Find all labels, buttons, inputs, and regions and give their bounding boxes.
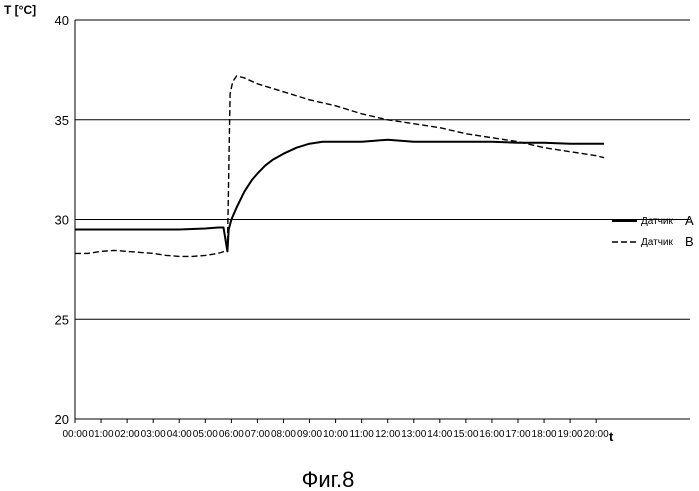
y-tick-label: 25	[55, 312, 69, 327]
x-tick-label: 01:00	[89, 429, 114, 440]
legend-letter: A	[685, 213, 694, 228]
x-tick-label: 20:00	[584, 429, 609, 440]
x-tick-label: 04:00	[167, 429, 192, 440]
x-tick-label: 11:00	[350, 429, 375, 440]
x-tick-label: 15:00	[453, 429, 478, 440]
y-tick-label: 20	[55, 412, 69, 427]
x-tick-label: 16:00	[479, 429, 504, 440]
y-tick-label: 40	[55, 13, 69, 28]
x-tick-label: 02:00	[115, 429, 140, 440]
x-tick-label: 08:00	[271, 429, 296, 440]
y-tick-label: 35	[55, 113, 69, 128]
x-tick-label: 09:00	[297, 429, 322, 440]
figure-caption: Фиг.8	[302, 467, 355, 491]
x-tick-labels: 00:0001:0002:0003:0004:0005:0006:0007:00…	[62, 429, 609, 440]
x-tick-label: 10:00	[323, 429, 348, 440]
legend: Датчик A Датчик B	[612, 213, 694, 249]
x-tick-label: 03:00	[141, 429, 166, 440]
series-line-a	[75, 140, 604, 252]
x-tick-label: 06:00	[219, 429, 244, 440]
x-tick-label: 17:00	[505, 429, 530, 440]
x-tick-label: 00:00	[62, 429, 87, 440]
y-tick-label: 30	[55, 213, 69, 228]
x-tick-label: 19:00	[558, 429, 583, 440]
x-tick-label: 13:00	[401, 429, 426, 440]
x-tick-label: 12:00	[375, 429, 400, 440]
legend-letter: B	[685, 234, 694, 249]
x-tick-label: 14:00	[427, 429, 452, 440]
x-tick-label: 05:00	[193, 429, 218, 440]
grid-lines	[75, 20, 690, 419]
x-tick-label: 07:00	[245, 429, 270, 440]
x-axis-label: t	[609, 429, 614, 444]
x-tick-label: 18:00	[532, 429, 557, 440]
data-series	[75, 76, 604, 257]
y-axis-label: T [°C]	[4, 3, 36, 17]
legend-label: Датчик	[641, 216, 673, 227]
y-tick-labels: 20 25 30 35 40	[55, 13, 69, 427]
legend-label: Датчик	[641, 237, 673, 248]
axes	[75, 20, 596, 423]
